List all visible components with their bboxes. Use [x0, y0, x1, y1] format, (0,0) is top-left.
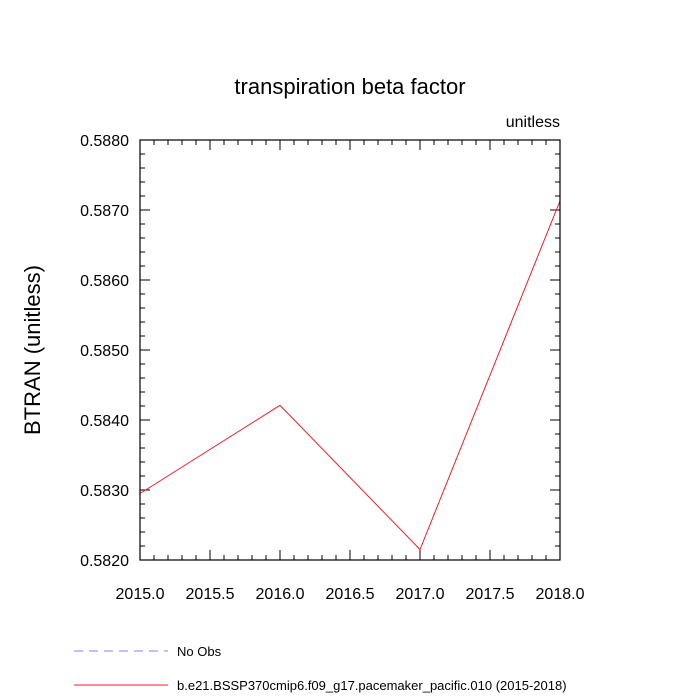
series-line [139, 200, 561, 551]
y-tick-label: 0.5860 [80, 273, 129, 290]
x-tick-label: 2017.0 [396, 586, 445, 603]
legend-label: b.e21.BSSP370cmip6.f09_g17.pacemaker_pac… [177, 678, 567, 693]
x-tick-label: 2018.0 [536, 586, 585, 603]
series-layer [139, 200, 561, 551]
ticks-layer: 2015.0 2015.5 2016.0 2016.5 2017.0 2017.5 2018… [80, 133, 585, 603]
legend-label: No Obs [177, 644, 222, 659]
x-tick-label: 2017.5 [466, 586, 515, 603]
y-tick-label: 0.5850 [80, 343, 129, 360]
y-tick-label: 0.5840 [80, 413, 129, 430]
legend: No Obs b.e21.BSSP370cmip6.f09_g17.pacemak… [74, 644, 567, 693]
plot-frame [139, 139, 561, 561]
x-tick-label: 2016.0 [256, 586, 305, 603]
y-tick-label: 0.5830 [80, 483, 129, 500]
y-tick-label: 0.5820 [80, 553, 129, 570]
chart-title: transpiration beta factor [234, 74, 465, 99]
x-tick-label: 2015.0 [116, 586, 165, 603]
y-tick-label: 0.5870 [80, 203, 129, 220]
x-tick-label: 2016.5 [326, 586, 375, 603]
y-tick-label: 0.5880 [80, 133, 129, 150]
units-label: unitless [506, 114, 560, 131]
y-axis-label: BTRAN (unitless) [20, 265, 45, 435]
x-tick-label: 2015.5 [186, 586, 235, 603]
